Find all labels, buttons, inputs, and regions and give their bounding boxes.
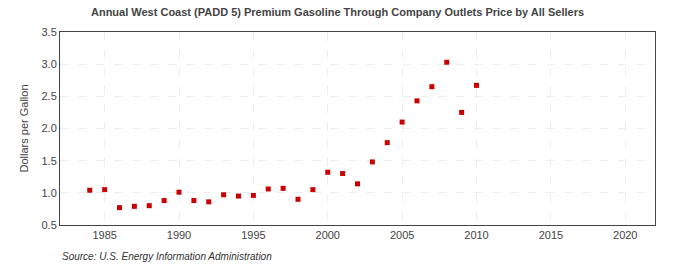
svg-text:1985: 1985 xyxy=(92,229,116,241)
svg-text:2.0: 2.0 xyxy=(42,122,57,134)
svg-text:1.0: 1.0 xyxy=(42,187,57,199)
svg-text:3.5: 3.5 xyxy=(42,26,57,38)
svg-text:Dollars per Gallon: Dollars per Gallon xyxy=(18,84,30,172)
svg-text:Annual West Coast (PADD 5) Pre: Annual West Coast (PADD 5) Premium Gasol… xyxy=(91,6,584,18)
svg-text:2.5: 2.5 xyxy=(42,90,57,102)
svg-text:2010: 2010 xyxy=(464,229,488,241)
svg-text:1990: 1990 xyxy=(167,229,191,241)
svg-text:2000: 2000 xyxy=(316,229,340,241)
svg-text:0.5: 0.5 xyxy=(42,219,57,231)
svg-text:2015: 2015 xyxy=(539,229,563,241)
svg-text:Source: U.S. Energy Informatio: Source: U.S. Energy Information Administ… xyxy=(62,251,272,262)
svg-text:1.5: 1.5 xyxy=(42,155,57,167)
svg-text:3.0: 3.0 xyxy=(42,58,57,70)
svg-text:1995: 1995 xyxy=(241,229,265,241)
svg-text:2005: 2005 xyxy=(390,229,414,241)
svg-text:2020: 2020 xyxy=(613,229,637,241)
